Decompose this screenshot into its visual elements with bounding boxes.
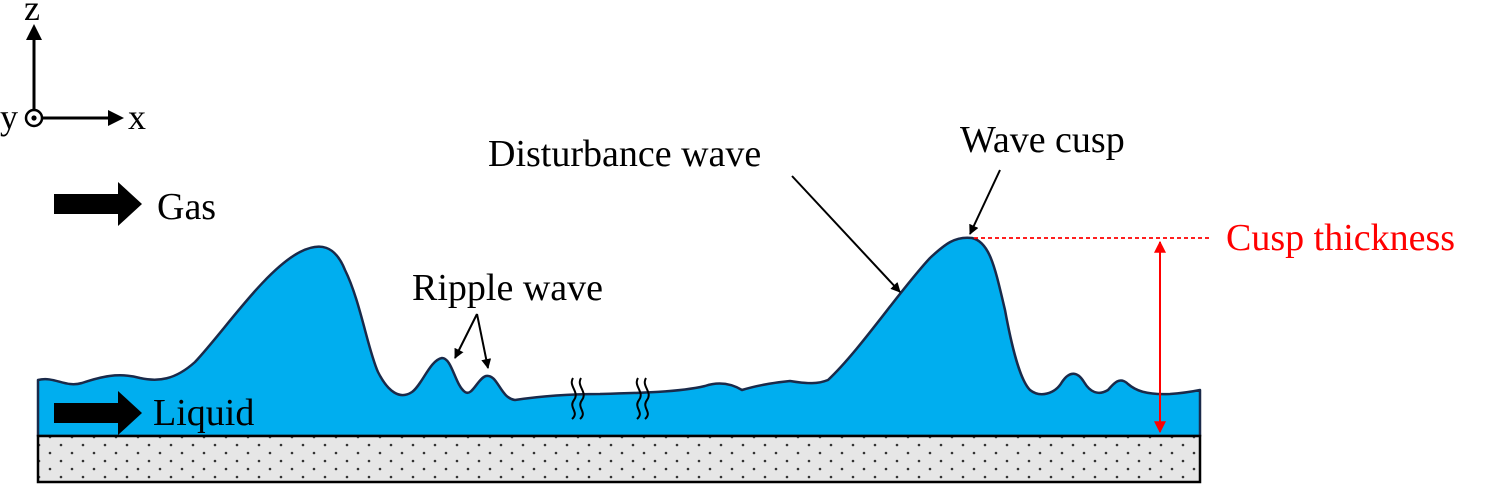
pipe-wall-dots: [39, 437, 1199, 481]
y-axis-label: y: [0, 97, 18, 137]
ripple-wave-arrow-right: [476, 313, 492, 369]
ripple-wave-arrow-left: [454, 313, 478, 359]
cusp-thickness-label: Cusp thickness: [1226, 217, 1455, 259]
x-axis-arrowhead: [108, 110, 124, 126]
wavy-break-icon: [570, 377, 585, 420]
disturbance-wave-arrow: [791, 175, 901, 293]
coordinate-axes: z x y: [0, 0, 146, 137]
z-axis-arrowhead: [26, 24, 42, 40]
liquid-flow-arrow-icon: [54, 391, 142, 435]
ripple-wave-label: Ripple wave: [412, 267, 603, 309]
liquid-label: Liquid: [153, 392, 254, 434]
wave-cusp-label: Wave cusp: [960, 119, 1125, 161]
wave-cusp-arrow: [969, 169, 1001, 235]
gas-flow-arrow-icon: [54, 182, 142, 226]
disturbance-wave-label: Disturbance wave: [488, 133, 761, 175]
y-axis-dot: [31, 115, 37, 121]
gas-label: Gas: [157, 186, 216, 228]
liquid-film: [36, 236, 1202, 438]
wavy-break-icon-2: [635, 377, 650, 420]
x-axis-label: x: [128, 97, 146, 137]
z-axis-label: z: [24, 0, 40, 28]
